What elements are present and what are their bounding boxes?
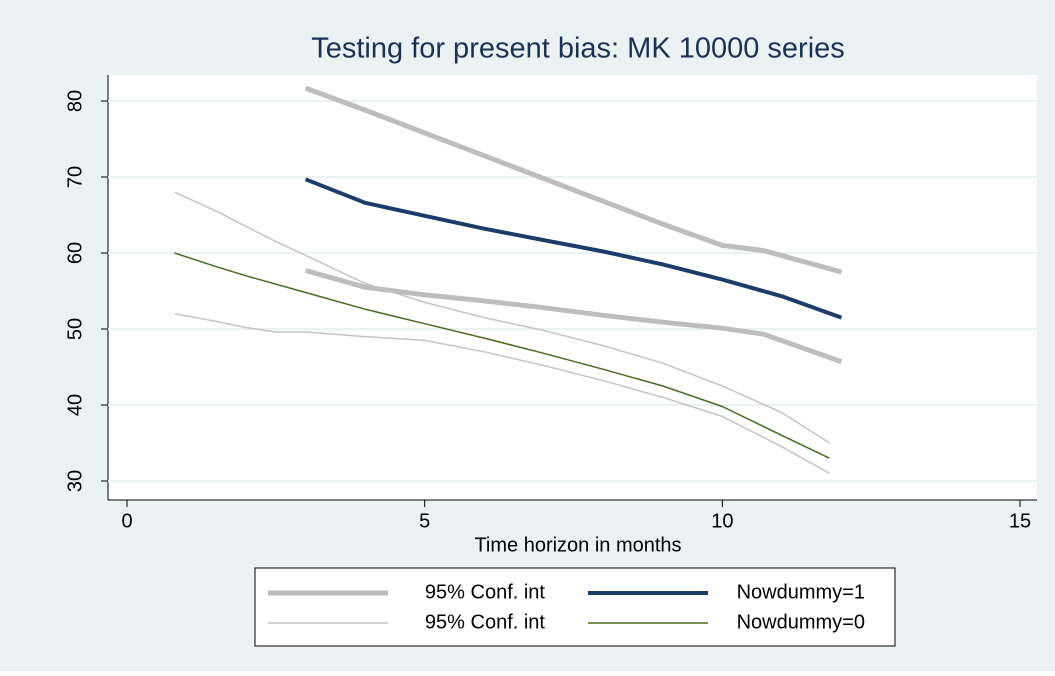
series-line [174, 191, 830, 444]
x-tick-label: 10 [711, 510, 733, 532]
y-tick-label: 70 [64, 166, 86, 188]
y-tick-label: 30 [64, 470, 86, 492]
legend-label: 95% Conf. int [425, 581, 546, 603]
series-line [174, 313, 830, 475]
chart-title: Testing for present bias: MK 10000 serie… [311, 33, 845, 65]
x-axis-label: Time horizon in months [474, 534, 681, 556]
legend-label: Nowdummy=1 [737, 581, 865, 603]
y-tick-label: 40 [64, 394, 86, 416]
legend-label: 95% Conf. int [425, 611, 546, 633]
x-tick-label: 15 [1009, 510, 1031, 532]
plot-area [108, 75, 1037, 500]
series-line [304, 85, 843, 275]
x-tick-label: 0 [121, 510, 132, 532]
series-line [304, 177, 843, 320]
legend-label: Nowdummy=0 [737, 611, 865, 633]
y-tick-label: 50 [64, 318, 86, 340]
y-tick-label: 80 [64, 90, 86, 112]
y-tick-label: 60 [64, 242, 86, 264]
x-tick-label: 5 [419, 510, 430, 532]
series-line [304, 268, 843, 365]
series-line [174, 252, 830, 459]
legend [254, 567, 896, 647]
